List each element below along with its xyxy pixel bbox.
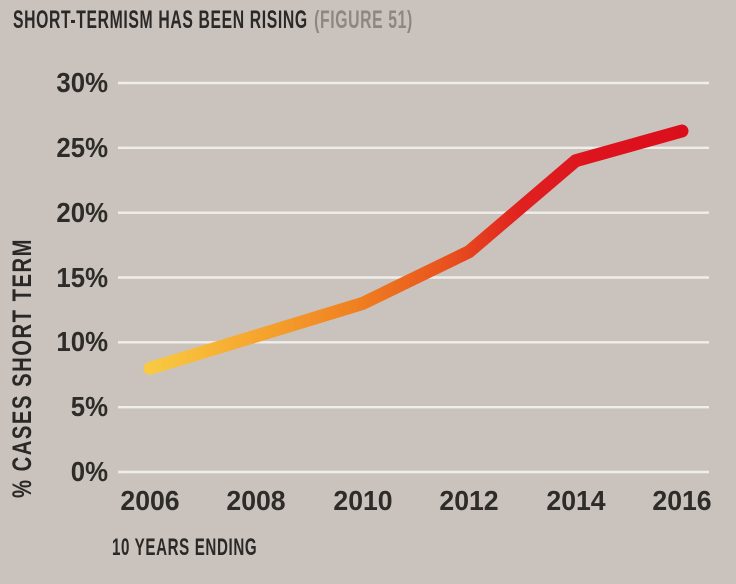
- chart-title: SHORT-TERMISM HAS BEEN RISING (FIGURE 51…: [13, 7, 413, 33]
- y-tick-label: 0%: [70, 456, 108, 487]
- y-tick-label: 20%: [56, 196, 108, 228]
- y-tick-label: 10%: [56, 326, 108, 358]
- x-tick-label: 2008: [226, 485, 286, 516]
- x-tick-label: 2014: [546, 485, 606, 516]
- chart-title-text: SHORT-TERMISM HAS BEEN RISING: [13, 6, 308, 34]
- y-tick-label: 15%: [56, 261, 108, 293]
- x-tick-label: 2016: [652, 485, 712, 516]
- x-tick-label: 2012: [439, 485, 499, 516]
- figure-number-label: (FIGURE 51): [314, 6, 413, 34]
- y-tick-label: 5%: [70, 391, 108, 423]
- y-axis-title: % CASES SHORT TERM: [7, 238, 37, 498]
- y-tick-label: 25%: [56, 131, 108, 163]
- x-tick-label: 2010: [333, 485, 393, 516]
- y-tick-label: 30%: [56, 67, 108, 98]
- x-tick-label: 2006: [120, 485, 180, 516]
- chart-line: [143, 124, 689, 375]
- x-axis-title: 10 YEARS ENDING: [112, 534, 258, 561]
